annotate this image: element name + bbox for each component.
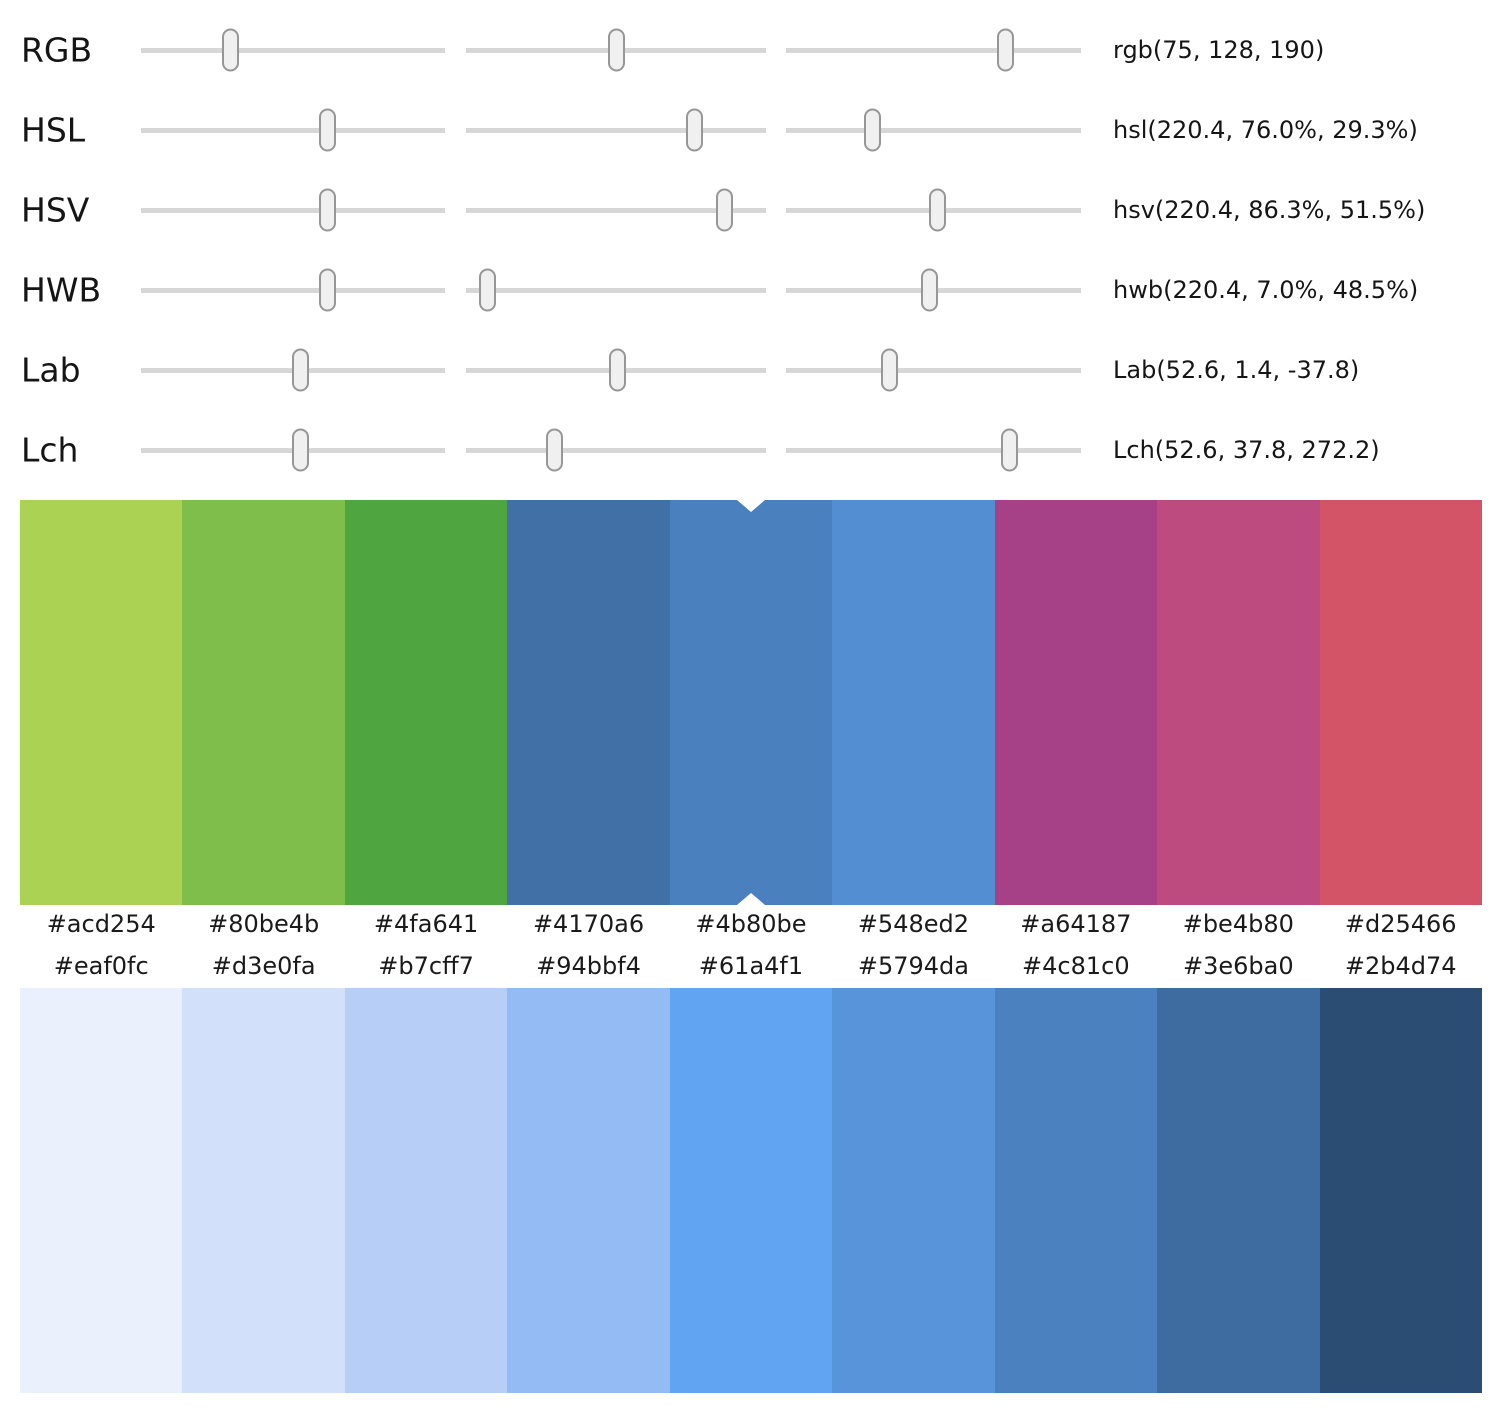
- slider-panel: RGB rgb(75, 128, 190) HSL hsl(220.4, 76.0%,…: [0, 10, 1501, 490]
- slider-track-hwb-0[interactable]: [141, 268, 445, 312]
- hex-code-label-4b80be: #4b80be: [695, 910, 807, 938]
- hex-code-label-a64187: #a64187: [1020, 910, 1132, 938]
- slider-thumb-lch-2[interactable]: [1000, 428, 1018, 472]
- slider-track-rgb-1[interactable]: [466, 28, 766, 72]
- slider-thumb-hsl-0[interactable]: [318, 108, 336, 152]
- slider-row-lab: Lab Lab(52.6, 1.4, -37.8): [0, 330, 1501, 410]
- slider-track-hwb-2[interactable]: [786, 268, 1081, 312]
- slider-thumb-hsv-0[interactable]: [318, 188, 336, 232]
- hex-code-label-acd254: #acd254: [46, 910, 156, 938]
- slider-row-label-hsl: HSL: [21, 110, 86, 150]
- hex-code-label-548ed2: #548ed2: [857, 910, 969, 938]
- color-swatch-acd254[interactable]: [20, 500, 183, 905]
- color-swatch-94bbf4[interactable]: [507, 988, 670, 1393]
- slider-thumb-hsv-1[interactable]: [716, 188, 734, 232]
- slider-thumb-lch-0[interactable]: [292, 428, 310, 472]
- color-swatch-be4b80[interactable]: [1157, 500, 1320, 905]
- slider-thumb-hwb-1[interactable]: [478, 268, 496, 312]
- slider-track-lab-1[interactable]: [466, 348, 766, 392]
- color-swatch-2b4d74[interactable]: [1319, 988, 1482, 1393]
- slider-track-lab-2[interactable]: [786, 348, 1081, 392]
- slider-row-rgb: RGB rgb(75, 128, 190): [0, 10, 1501, 90]
- slider-thumb-rgb-1[interactable]: [608, 28, 626, 72]
- color-swatch-80be4b[interactable]: [182, 500, 345, 905]
- color-swatch-3e6ba0[interactable]: [1157, 988, 1320, 1393]
- color-swatch-d3e0fa[interactable]: [182, 988, 345, 1393]
- hue-palette-hex-row: #acd254 #80be4b #4fa641 #4170a6 #4b80be #548e…: [20, 906, 1482, 942]
- tint-shade-palette: [20, 988, 1482, 1393]
- slider-thumb-lab-2[interactable]: [881, 348, 899, 392]
- slider-track-lch-2[interactable]: [786, 428, 1081, 472]
- selection-notch-top-icon: [736, 500, 765, 512]
- hex-code-label-2b4d74: #2b4d74: [1344, 952, 1457, 980]
- slider-row-hwb: HWB hwb(220.4, 7.0%, 48.5%): [0, 250, 1501, 330]
- hex-code-label-d25466: #d25466: [1344, 910, 1457, 938]
- slider-row-label-rgb: RGB: [21, 30, 93, 70]
- slider-row-hsl: HSL hsl(220.4, 76.0%, 29.3%): [0, 90, 1501, 170]
- selection-notch-bottom-icon: [736, 893, 765, 905]
- slider-row-label-hwb: HWB: [21, 270, 102, 310]
- hex-code-label-61a4f1: #61a4f1: [698, 952, 804, 980]
- color-swatch-548ed2[interactable]: [832, 500, 995, 905]
- slider-track-lch-0[interactable]: [141, 428, 445, 472]
- slider-track-hsv-2[interactable]: [786, 188, 1081, 232]
- slider-track-hsv-1[interactable]: [466, 188, 766, 232]
- hex-code-label-5794da: #5794da: [857, 952, 969, 980]
- slider-thumb-hsl-2[interactable]: [863, 108, 881, 152]
- slider-track-rgb-2[interactable]: [786, 28, 1081, 72]
- color-swatch-b7cff7[interactable]: [344, 988, 508, 1393]
- color-swatch-eaf0fc[interactable]: [20, 988, 183, 1393]
- slider-thumb-hsl-1[interactable]: [685, 108, 703, 152]
- color-swatch-a64187[interactable]: [994, 500, 1158, 905]
- hex-code-label-94bbf4: #94bbf4: [536, 952, 641, 980]
- slider-track-hsl-0[interactable]: [141, 108, 445, 152]
- slider-row-label-lab: Lab: [21, 350, 81, 390]
- slider-track-hsl-2[interactable]: [786, 108, 1081, 152]
- slider-track-hwb-1[interactable]: [466, 268, 766, 312]
- color-swatch-4c81c0[interactable]: [994, 988, 1158, 1393]
- slider-track-lch-1[interactable]: [466, 428, 766, 472]
- slider-value-lab: Lab(52.6, 1.4, -37.8): [1113, 356, 1360, 384]
- slider-thumb-lch-1[interactable]: [545, 428, 563, 472]
- slider-value-hsl: hsl(220.4, 76.0%, 29.3%): [1113, 116, 1418, 144]
- slider-thumb-rgb-0[interactable]: [221, 28, 239, 72]
- color-swatch-4170a6[interactable]: [507, 500, 670, 905]
- hex-code-label-d3e0fa: #d3e0fa: [211, 952, 316, 980]
- hex-code-label-be4b80: #be4b80: [1182, 910, 1294, 938]
- slider-value-hwb: hwb(220.4, 7.0%, 48.5%): [1113, 276, 1419, 304]
- slider-row-label-lch: Lch: [21, 430, 79, 470]
- slider-thumb-lab-0[interactable]: [292, 348, 310, 392]
- slider-row-label-hsv: HSV: [21, 190, 90, 230]
- hue-palette: [20, 500, 1482, 905]
- slider-thumb-hwb-0[interactable]: [318, 268, 336, 312]
- slider-thumb-rgb-2[interactable]: [997, 28, 1015, 72]
- hex-code-label-eaf0fc: #eaf0fc: [53, 952, 149, 980]
- slider-track-hsv-0[interactable]: [141, 188, 445, 232]
- hex-code-label-4170a6: #4170a6: [532, 910, 645, 938]
- slider-row-lch: Lch Lch(52.6, 37.8, 272.2): [0, 410, 1501, 490]
- slider-thumb-hwb-2[interactable]: [920, 268, 938, 312]
- hex-code-label-3e6ba0: #3e6ba0: [1182, 952, 1294, 980]
- hex-code-label-80be4b: #80be4b: [208, 910, 320, 938]
- color-swatch-5794da[interactable]: [832, 988, 995, 1393]
- color-swatch-61a4f1[interactable]: [669, 988, 833, 1393]
- slider-value-lch: Lch(52.6, 37.8, 272.2): [1113, 436, 1380, 464]
- color-swatch-d25466[interactable]: [1319, 500, 1482, 905]
- slider-thumb-hsv-2[interactable]: [929, 188, 947, 232]
- slider-value-hsv: hsv(220.4, 86.3%, 51.5%): [1113, 196, 1426, 224]
- slider-track-rgb-0[interactable]: [141, 28, 445, 72]
- slider-track-hsl-1[interactable]: [466, 108, 766, 152]
- slider-value-rgb: rgb(75, 128, 190): [1113, 36, 1325, 64]
- tint-shade-hex-row: #eaf0fc #d3e0fa #b7cff7 #94bbf4 #61a4f1 #5794…: [20, 948, 1482, 984]
- slider-row-hsv: HSV hsv(220.4, 86.3%, 51.5%): [0, 170, 1501, 250]
- hex-code-label-4fa641: #4fa641: [373, 910, 479, 938]
- slider-thumb-lab-1[interactable]: [609, 348, 626, 392]
- color-swatch-4b80be[interactable]: [669, 500, 833, 905]
- slider-track-lab-0[interactable]: [141, 348, 445, 392]
- hex-code-label-b7cff7: #b7cff7: [378, 952, 474, 980]
- color-swatch-4fa641[interactable]: [344, 500, 508, 905]
- hex-code-label-4c81c0: #4c81c0: [1022, 952, 1130, 980]
